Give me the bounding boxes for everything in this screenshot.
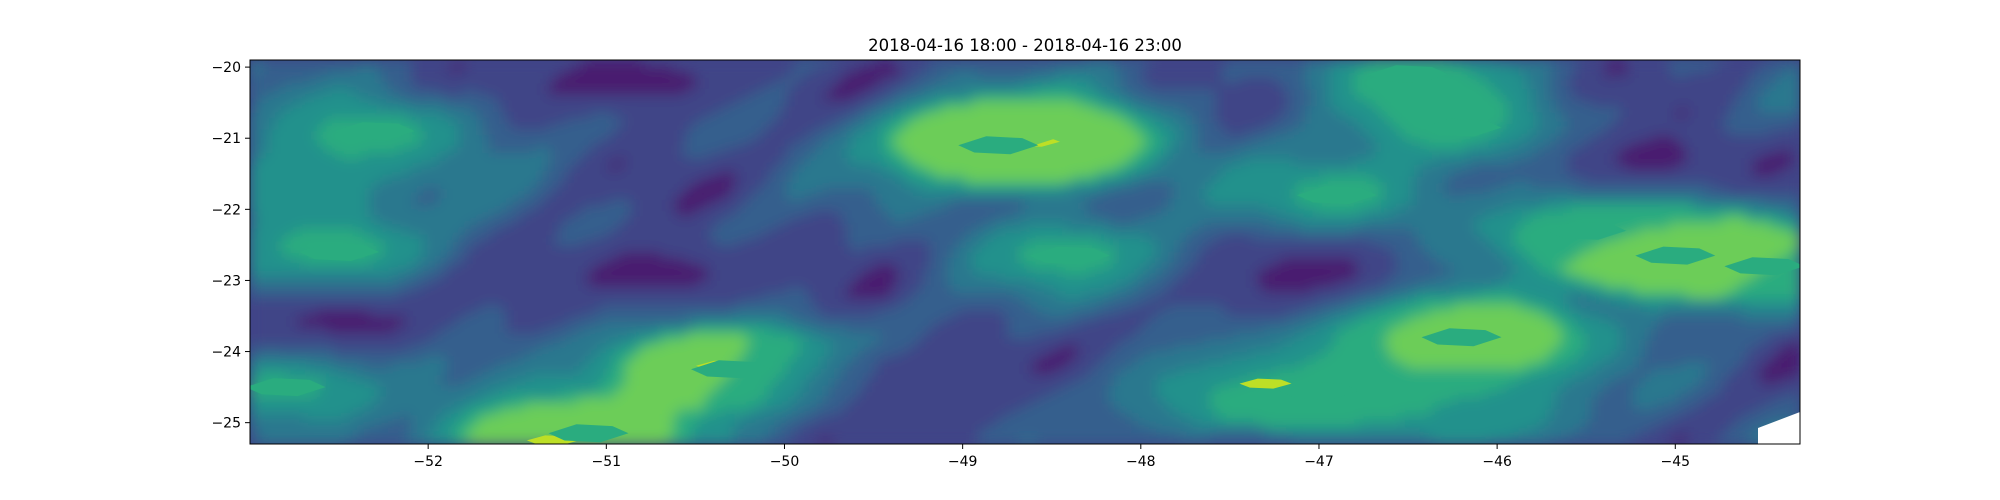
contour-peak-10 [1546,221,1627,240]
contour-peak-17 [334,122,415,141]
chart-title: 2018-04-16 18:00 - 2018-04-16 23:00 [868,36,1182,55]
contour-peak-6 [1421,328,1502,347]
contour-peak-8 [1635,246,1716,265]
x-tick-label-6: −46 [1482,454,1512,470]
contour-peak-19 [1368,65,1448,84]
contour-field [250,60,1800,444]
y-tick-label-1: −21 [211,131,241,147]
y-tick-label-5: −25 [211,416,241,432]
contour-peak-2 [958,136,1039,155]
x-tick-label-3: −49 [948,454,978,470]
no-data-region [1758,412,1800,444]
y-tick-label-0: −20 [211,60,241,76]
x-tick-label-2: −50 [770,454,800,470]
plot-area [250,60,1800,444]
contour-peak-16 [1296,186,1377,205]
contour-peak-15 [1029,246,1110,265]
contour-peak-18 [299,243,380,261]
y-tick-label-4: −24 [211,345,241,361]
contour-peak-3 [1239,378,1292,389]
x-tick-label-4: −48 [1126,454,1156,470]
y-tick-label-3: −23 [211,273,241,289]
y-tick-label-2: −22 [211,202,241,218]
x-tick-label-5: −47 [1304,454,1334,470]
x-tick-label-0: −52 [413,454,443,470]
x-axis: −52 −51 −50 −49 −48 −47 −46 −45 [413,444,1690,470]
contour-peak-12 [548,424,629,443]
contour-peak-20 [1421,118,1502,137]
x-tick-label-7: −45 [1661,454,1691,470]
x-tick-label-1: −51 [592,454,622,470]
contour-peak-9 [1724,257,1800,276]
contour-features [250,65,1800,444]
contour-peak-21 [250,378,326,397]
contour-bands [250,60,1800,444]
plot-frame [249,59,1801,445]
y-axis: −20 −21 −22 −23 −24 −25 [211,60,250,432]
contour-peak-4 [1279,381,1359,400]
contour-peak-14 [691,360,771,379]
